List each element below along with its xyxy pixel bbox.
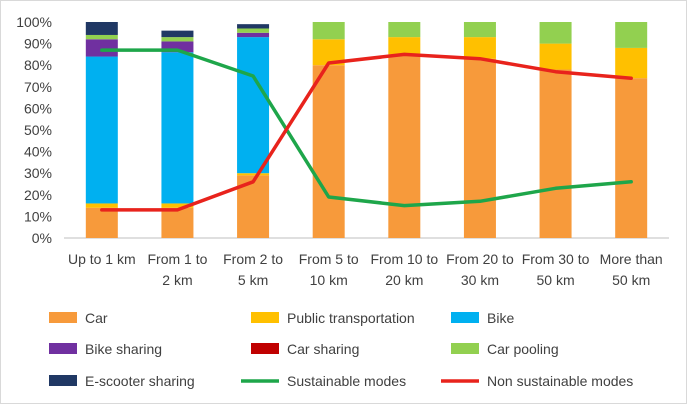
x-tick-label: From 30 to 50 km [522, 251, 590, 288]
lines [100, 48, 633, 212]
legend-label: Sustainable modes [287, 373, 406, 389]
bar-bike-3 [237, 37, 270, 174]
bar-public-transportation-3 [237, 173, 270, 176]
legend-item-bike-sharing: Bike sharing [49, 341, 162, 357]
bar-car-pooling-7 [539, 22, 572, 44]
y-tick-label: 100% [16, 14, 52, 30]
bar-car-pooling-2 [161, 37, 194, 42]
bar-public-transportation-7 [539, 43, 572, 70]
bar-bike-sharing-1 [85, 39, 118, 57]
x-tick-label: From 10 to 20 km [370, 251, 438, 288]
y-tick-label: 10% [24, 208, 52, 224]
bar-public-transportation-2 [161, 203, 194, 208]
y-tick-label: 0% [32, 230, 52, 246]
legend-label: Car pooling [487, 341, 559, 357]
line-non-sustainable-modes [100, 52, 633, 212]
bars [85, 22, 648, 239]
bar-car-pooling-1 [85, 34, 118, 40]
bar-car-8 [615, 78, 648, 238]
x-tick-label: From 20 to 30 km [446, 251, 514, 288]
bar-bike-sharing-3 [237, 32, 270, 38]
legend-item-non-sustainable-modes: Non sustainable modes [441, 373, 633, 389]
bar-car-pooling-4 [312, 22, 345, 40]
x-tick-label: Up to 1 km [68, 251, 136, 267]
legend-label: Non sustainable modes [487, 373, 633, 389]
legend-item-e-scooter-sharing: E-scooter sharing [49, 373, 195, 389]
legend-label: E-scooter sharing [85, 373, 195, 389]
legend-swatch [451, 343, 479, 354]
legend-swatch [49, 375, 77, 386]
legend-label: Bike [487, 310, 514, 326]
y-tick-label: 80% [24, 57, 52, 73]
legend-swatch [451, 312, 479, 323]
bar-public-transportation-6 [463, 37, 496, 59]
legend-swatch [251, 343, 279, 354]
y-tick-label: 20% [24, 187, 52, 203]
legend-item-bike: Bike [451, 310, 514, 326]
y-tick-label: 70% [24, 79, 52, 95]
y-axis-labels: 0% 10% 20% 30% 40% 50% 60% 70% 80% 90% 100% [16, 14, 52, 246]
bar-car-1 [85, 207, 118, 238]
y-tick-label: 90% [24, 36, 52, 52]
y-tick-label: 40% [24, 144, 52, 160]
legend: Car Public transportation Bike Bike sharing… [49, 310, 633, 389]
legend-label: Public transportation [287, 310, 415, 326]
legend-swatch [49, 343, 77, 354]
legend-label: Car [85, 310, 108, 326]
legend-item-car: Car [49, 310, 108, 326]
legend-label: Bike sharing [85, 341, 162, 357]
legend-label: Car sharing [287, 341, 359, 357]
x-axis-labels: Up to 1 km From 1 to 2 km From 2 to 5 km From… [68, 251, 663, 288]
x-tick-label: From 1 to 2 km [147, 251, 207, 288]
legend-swatch [49, 312, 77, 323]
y-tick-label: 50% [24, 122, 52, 138]
bar-e-scooter-sharing-2 [161, 30, 194, 38]
legend-item-car-sharing: Car sharing [251, 341, 359, 357]
bar-bike-sharing-2 [161, 41, 194, 53]
y-tick-label: 60% [24, 100, 52, 116]
bar-car-5 [388, 54, 421, 239]
bar-car-pooling-5 [388, 22, 421, 38]
bar-car-pooling-8 [615, 22, 648, 48]
bar-car-6 [463, 58, 496, 238]
bar-public-transportation-1 [85, 203, 118, 208]
bar-public-transportation-5 [388, 37, 421, 55]
x-tick-label: More than 50 km [600, 251, 663, 288]
legend-swatch [251, 312, 279, 323]
legend-item-car-pooling: Car pooling [451, 341, 559, 357]
x-tick-label: From 2 to 5 km [223, 251, 283, 288]
bar-e-scooter-sharing-3 [237, 24, 270, 29]
x-tick-label: From 5 to 10 km [299, 251, 359, 288]
bar-public-transportation-8 [615, 47, 648, 79]
bar-car-7 [539, 69, 572, 239]
bar-car-pooling-6 [463, 22, 496, 38]
bar-e-scooter-sharing-1 [85, 22, 118, 35]
y-tick-label: 30% [24, 165, 52, 181]
legend-item-public-transportation: Public transportation [251, 310, 415, 326]
bar-car-2 [161, 207, 194, 238]
bar-bike-1 [85, 56, 118, 204]
bar-car-pooling-3 [237, 28, 270, 33]
bar-car-4 [312, 65, 345, 238]
legend-item-sustainable-modes: Sustainable modes [241, 373, 406, 389]
line-sustainable-modes [100, 48, 633, 208]
bar-bike-2 [161, 52, 194, 204]
